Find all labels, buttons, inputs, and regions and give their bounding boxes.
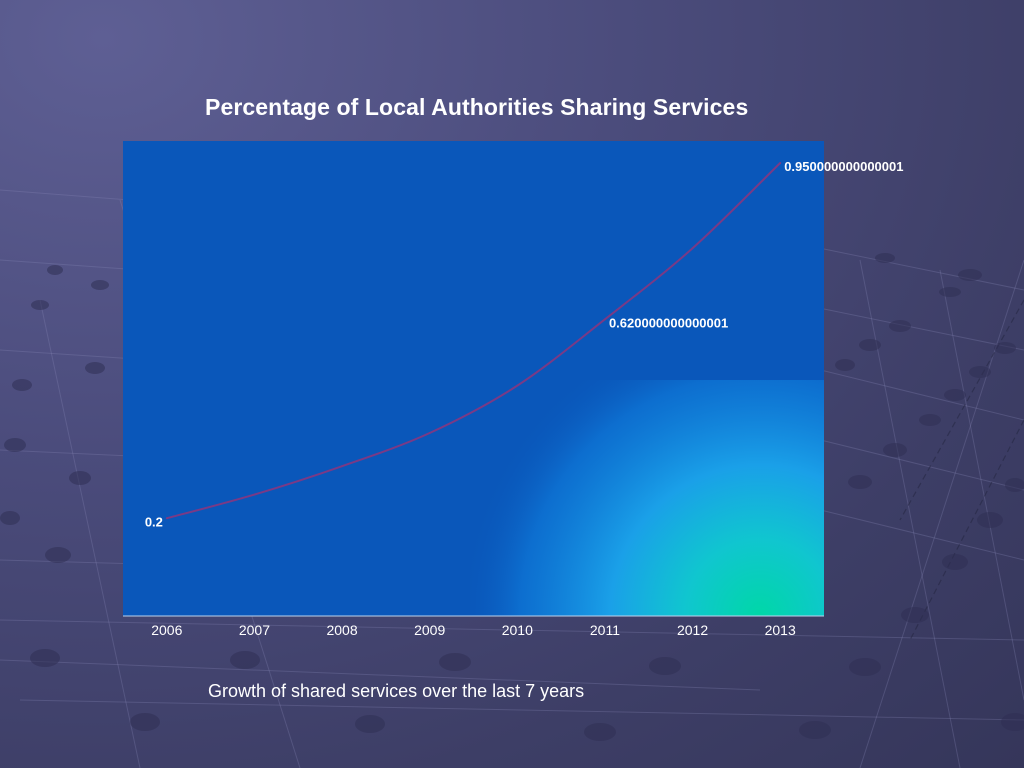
data-point [253, 493, 256, 496]
x-tick-label: 2007 [239, 622, 270, 638]
data-label: 0.2 [145, 514, 163, 529]
x-tick-label: 2013 [765, 622, 796, 638]
data-point [165, 517, 168, 520]
x-tick-label: 2010 [502, 622, 533, 638]
slide-caption: Growth of shared services over the last … [208, 681, 585, 701]
x-tick-label: 2009 [414, 622, 445, 638]
data-point [341, 465, 344, 468]
chart-title: Percentage of Local Authorities Sharing … [205, 94, 749, 120]
data-point [603, 318, 606, 321]
x-tick-label: 2006 [151, 622, 182, 638]
x-tick-label: 2012 [677, 622, 708, 638]
data-point [428, 432, 431, 434]
x-tick-label: 2008 [326, 622, 357, 638]
data-point [779, 162, 782, 164]
data-point [691, 247, 694, 250]
data-point [516, 384, 519, 387]
data-label: 0.620000000000001 [609, 315, 728, 330]
x-tick-label: 2011 [590, 622, 620, 638]
data-label: 0.950000000000001 [784, 159, 903, 174]
